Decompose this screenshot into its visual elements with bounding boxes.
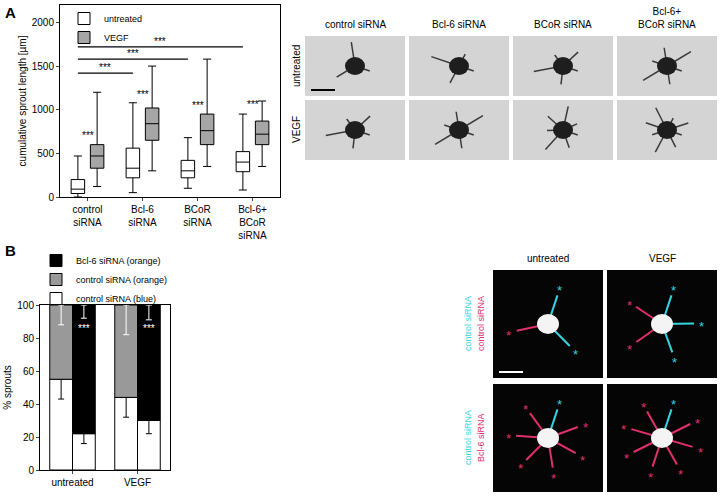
- svg-text:control siRNA: control siRNA: [463, 296, 473, 351]
- svg-text:VEGF: VEGF: [649, 253, 676, 264]
- svg-text:control siRNA (blue): control siRNA (blue): [76, 294, 156, 304]
- svg-text:cumulative sprout length [µm]: cumulative sprout length [µm]: [17, 35, 28, 166]
- svg-text:40: 40: [23, 399, 35, 410]
- svg-text:*: *: [506, 328, 511, 343]
- svg-text:1500: 1500: [32, 61, 55, 72]
- svg-text:*: *: [580, 453, 585, 468]
- svg-text:control siRNA: control siRNA: [476, 296, 486, 351]
- svg-text:*: *: [573, 347, 578, 362]
- svg-text:100: 100: [17, 300, 34, 311]
- svg-text:80: 80: [23, 333, 35, 344]
- svg-text:*: *: [506, 431, 511, 446]
- svg-text:*: *: [557, 283, 562, 298]
- svg-text:***: ***: [99, 62, 111, 73]
- svg-text:***: ***: [82, 130, 94, 141]
- svg-text:BCoRsiRNA: BCoRsiRNA: [183, 204, 212, 228]
- svg-text:*: *: [641, 400, 646, 415]
- svg-text:Bcl-6 siRNA: Bcl-6 siRNA: [432, 19, 486, 30]
- svg-text:untreated: untreated: [51, 477, 93, 488]
- svg-text:1000: 1000: [32, 104, 55, 115]
- svg-text:untreated: untreated: [527, 253, 569, 264]
- svg-text:untreated: untreated: [291, 45, 302, 87]
- svg-text:control siRNA (orange): control siRNA (orange): [76, 275, 167, 285]
- svg-text:untreated: untreated: [104, 14, 142, 24]
- svg-text:Bcl-6+BCoR siRNA: Bcl-6+BCoR siRNA: [638, 6, 696, 30]
- svg-text:*: *: [671, 397, 676, 412]
- svg-text:*: *: [678, 467, 683, 482]
- svg-text:Bcl-6 siRNA (orange): Bcl-6 siRNA (orange): [76, 256, 161, 266]
- svg-text:*: *: [518, 461, 523, 476]
- svg-text:controlsiRNA: controlsiRNA: [72, 204, 102, 228]
- svg-text:*: *: [523, 402, 528, 417]
- svg-text:*: *: [699, 319, 704, 334]
- svg-text:*: *: [624, 451, 629, 466]
- svg-text:0: 0: [28, 465, 34, 476]
- svg-text:Bcl-6+BCoRsiRNA: Bcl-6+BCoRsiRNA: [238, 204, 267, 241]
- svg-text:20: 20: [23, 432, 35, 443]
- svg-text:***: ***: [154, 36, 166, 47]
- svg-text:***: ***: [78, 323, 90, 334]
- svg-text:*: *: [698, 445, 703, 460]
- svg-text:B: B: [5, 242, 16, 259]
- svg-text:*: *: [648, 470, 653, 485]
- svg-text:*: *: [627, 342, 632, 357]
- svg-text:500: 500: [37, 148, 54, 159]
- svg-text:A: A: [5, 4, 16, 21]
- svg-text:0: 0: [48, 192, 54, 203]
- svg-text:***: ***: [192, 100, 204, 111]
- svg-text:***: ***: [127, 48, 139, 59]
- svg-text:60: 60: [23, 366, 35, 377]
- svg-text:VEGF: VEGF: [104, 33, 129, 43]
- svg-text:***: ***: [247, 99, 259, 110]
- svg-text:*: *: [551, 471, 556, 486]
- svg-text:2000: 2000: [32, 17, 55, 28]
- svg-text:control siRNA: control siRNA: [325, 19, 386, 30]
- svg-text:*: *: [695, 416, 700, 431]
- svg-text:Bcl-6 siRNA: Bcl-6 siRNA: [476, 413, 486, 462]
- svg-text:Bcl-6siRNA: Bcl-6siRNA: [128, 204, 157, 228]
- svg-text:***: ***: [137, 89, 149, 100]
- svg-text:*: *: [627, 298, 632, 313]
- svg-text:control siRNA: control siRNA: [463, 410, 473, 465]
- svg-text:% sprouts: % sprouts: [2, 365, 13, 409]
- svg-text:BCoR siRNA: BCoR siRNA: [534, 19, 592, 30]
- svg-text:*: *: [621, 422, 626, 437]
- svg-text:*: *: [671, 283, 676, 298]
- svg-text:VEGF: VEGF: [291, 116, 302, 143]
- svg-text:*: *: [557, 397, 562, 412]
- svg-text:*: *: [672, 355, 677, 370]
- svg-text:*: *: [583, 420, 588, 435]
- svg-text:VEGF: VEGF: [124, 477, 151, 488]
- svg-text:***: ***: [143, 323, 155, 334]
